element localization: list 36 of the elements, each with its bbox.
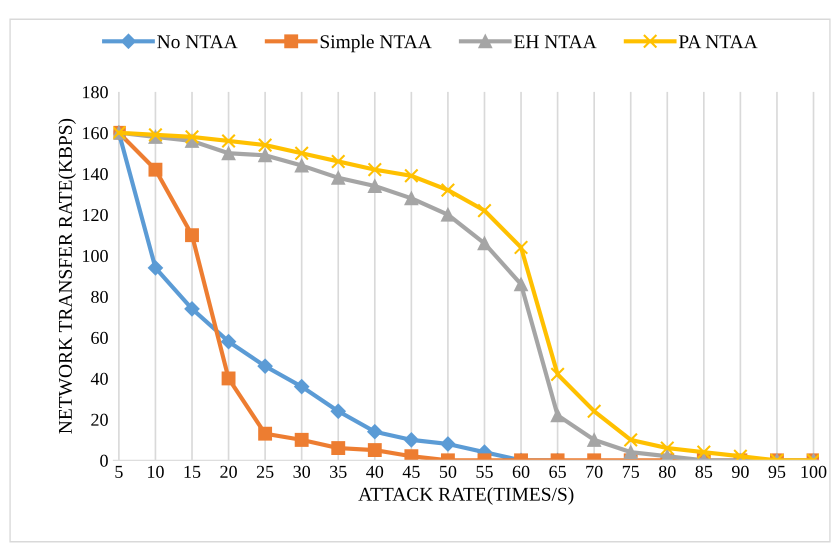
y-tick-label: 160: [83, 127, 108, 140]
y-tick-label: 120: [83, 208, 108, 222]
x-tick-label: 25: [256, 466, 274, 478]
legend-label: EH NTAA: [514, 35, 597, 48]
x-tick-label: 5: [115, 466, 123, 478]
x-tick-label: 80: [658, 466, 676, 478]
y-tick-label: 140: [83, 168, 108, 180]
y-tick-label: 20: [91, 414, 108, 426]
y-tick-label: 40: [90, 372, 108, 385]
x-tick-label: 85: [696, 466, 712, 478]
x-tick-label: 10: [148, 466, 164, 478]
legend-label: Simple NTAA: [320, 34, 432, 52]
legend-label: No NTAA: [157, 35, 238, 48]
x-tick-label: 20: [220, 466, 237, 478]
x-tick-label: 50: [440, 466, 456, 478]
y-tick-label: 100: [83, 250, 108, 262]
x-tick-label: 70: [586, 466, 602, 478]
x-tick-label: 75: [622, 466, 640, 478]
x-tick-label: 40: [366, 466, 384, 478]
x-tick-label: 100: [802, 466, 826, 478]
y-tick-label: 180: [83, 86, 108, 98]
x-tick-label: 30: [294, 466, 310, 478]
y-axis-title: NETWORK TRANSFER RATE(KBPS): [58, 118, 76, 434]
x-tick-label: 90: [732, 466, 749, 478]
x-axis-title: ATTACK RATE(TIMES/S): [358, 487, 574, 505]
x-tick-label: 95: [768, 466, 786, 478]
x-tick-label: 45: [402, 466, 420, 478]
x-tick-label: 15: [184, 466, 200, 478]
y-tick-label: 60: [91, 332, 108, 344]
y-tick-label: 80: [91, 290, 108, 304]
x-tick-label: 55: [476, 466, 493, 478]
x-tick-label: 65: [549, 466, 566, 478]
y-tick-label: 0: [100, 454, 108, 467]
legend-label: PA NTAA: [678, 35, 758, 48]
x-tick-label: 35: [330, 466, 347, 478]
x-tick-label: 60: [512, 466, 530, 478]
